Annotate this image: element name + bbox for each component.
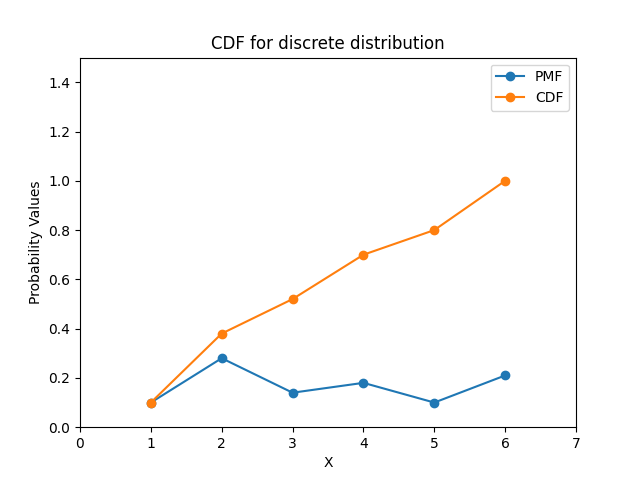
CDF xyxy=(289,296,296,302)
CDF xyxy=(360,252,367,258)
PMF xyxy=(431,400,438,406)
PMF xyxy=(360,380,367,386)
PMF xyxy=(147,400,155,406)
PMF xyxy=(289,390,296,396)
CDF xyxy=(431,227,438,233)
Y-axis label: Probability Values: Probability Values xyxy=(29,180,43,304)
Line: PMF: PMF xyxy=(147,354,509,407)
Line: CDF: CDF xyxy=(147,177,509,407)
Title: CDF for discrete distribution: CDF for discrete distribution xyxy=(211,35,445,53)
CDF xyxy=(501,178,509,184)
PMF xyxy=(218,355,225,361)
Legend: PMF, CDF: PMF, CDF xyxy=(490,64,569,110)
PMF xyxy=(501,372,509,378)
X-axis label: X: X xyxy=(323,456,333,470)
CDF xyxy=(218,331,225,336)
CDF xyxy=(147,400,155,406)
